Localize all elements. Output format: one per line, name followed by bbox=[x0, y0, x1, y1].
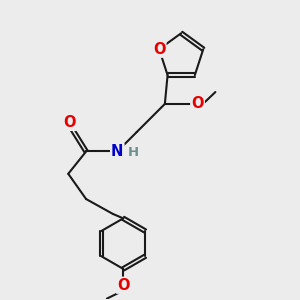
Text: O: O bbox=[64, 115, 76, 130]
Text: O: O bbox=[191, 96, 204, 111]
Text: O: O bbox=[153, 42, 165, 57]
Text: N: N bbox=[111, 144, 124, 159]
Text: H: H bbox=[128, 146, 139, 159]
Text: O: O bbox=[117, 278, 130, 293]
